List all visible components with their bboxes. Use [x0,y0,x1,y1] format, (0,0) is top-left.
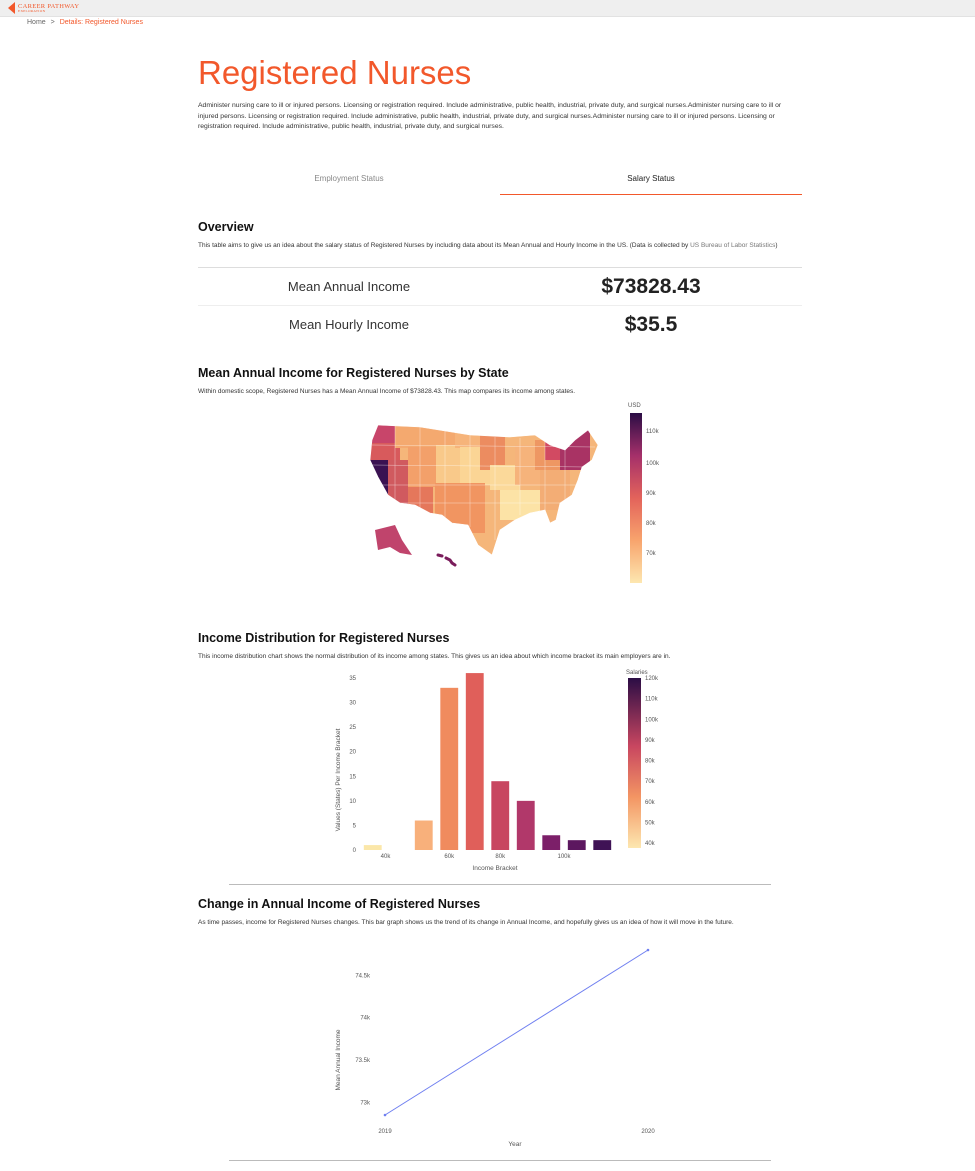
line-x-tick: 2020 [641,1129,655,1135]
dist-colorbar-tick: 100k [645,717,659,723]
income-point[interactable] [383,1113,387,1117]
breadcrumb-home-link[interactable]: Home [27,19,46,26]
contiguous-states [370,425,598,555]
logo-text-bottom: EXPLORATION [18,8,46,13]
dist-x-tick: 80k [495,854,506,860]
distribution-description: This income distribution chart shows the… [198,653,671,660]
income-point[interactable] [646,948,650,952]
dist-colorbar-title: Salaries [626,670,648,676]
annual-income-change-chart[interactable]: Mean Annual Income Year 73k 73.5k 74k 74.5k… [330,940,670,1155]
distribution-heading: Income Distribution for Registered Nurse… [198,631,450,645]
line-y-tick: 73k [360,1100,371,1106]
mean-annual-income-label: Mean Annual Income [287,279,411,294]
line-y-tick: 74k [360,1016,371,1022]
mean-hourly-income-value: $35.5 [624,312,678,336]
dist-y-tick: 15 [349,774,356,780]
income-line[interactable] [384,949,649,1116]
income-distribution-chart[interactable]: Values (States) Per Income Bracket Incom… [330,670,670,875]
dist-y-tick: 0 [353,848,357,854]
overview-text-main: This table aims to give us an idea about… [198,242,691,249]
breadcrumb: Home > Details: Registered Nurses [27,19,143,26]
map-colorbar-title: USD [628,403,641,409]
dist-colorbar-tick: 50k [645,820,656,826]
change-heading: Change in Annual Income of Registered Nu… [198,897,481,911]
top-bar: CAREER PATHWAY EXPLORATION [0,0,975,17]
line-x-axis-title: Year [508,1141,522,1148]
change-description: As time passes, income for Registered Nu… [198,919,734,926]
career-pathway-logo[interactable]: CAREER PATHWAY EXPLORATION [8,2,79,14]
mean-hourly-income-label: Mean Hourly Income [289,317,409,332]
line-x-tick: 2019 [378,1129,392,1135]
line-y-axis-title: Mean Annual Income [335,1029,342,1090]
dist-bar[interactable] [363,845,382,850]
dist-colorbar-tick: 110k [645,697,659,703]
dist-bar[interactable] [414,820,433,850]
status-tabs: Employment Status Salary Status [198,168,802,195]
dist-colorbar-tick: 70k [645,779,656,785]
dist-colorbar-tick: 60k [645,800,656,806]
tab-employment-status[interactable]: Employment Status [314,174,384,183]
map-colorbar-tick: 80k [646,521,657,527]
tab-salary-status[interactable]: Salary Status [500,168,802,195]
section-divider [229,884,771,885]
dist-bar[interactable] [465,673,484,850]
dist-bar[interactable] [440,687,459,850]
map-colorbar [630,413,642,583]
dist-x-tick: 60k [444,854,455,860]
table-row: Mean Annual Income $73828.43 [198,268,802,306]
dist-colorbar [628,678,641,848]
income-stats-table: Mean Annual Income $73828.43 Mean Hourly… [198,267,802,343]
map-description: Within domestic scope, Registered Nurses… [198,388,576,395]
dist-x-axis-title: Income Bracket [472,865,517,872]
dist-y-tick: 5 [353,823,357,829]
dist-bar[interactable] [593,840,612,850]
line-y-tick: 73.5k [355,1058,371,1064]
map-colorbar-tick: 90k [646,491,657,497]
dist-y-tick: 10 [349,799,356,805]
page-title: Registered Nurses [198,54,472,91]
dist-y-tick: 30 [349,701,356,707]
dist-colorbar-tick: 90k [645,738,656,744]
map-colorbar-tick: 70k [646,551,657,557]
hawaii-shape [436,553,457,567]
breadcrumb-separator: > [50,19,55,26]
dist-bar[interactable] [491,781,510,850]
alaska-shape [375,525,412,555]
dist-y-tick: 20 [349,750,356,756]
mean-annual-income-value: $73828.43 [601,274,701,298]
logo-mark-icon [8,2,15,14]
dist-y-tick: 35 [349,676,356,682]
logo-text-top: CAREER PATHWAY [18,2,80,10]
overview-text: This table aims to give us an idea about… [198,241,802,251]
dist-bar[interactable] [567,840,586,850]
dist-colorbar-tick: 80k [645,759,656,765]
us-income-map[interactable]: USD 110k 100k 90k 80k 70k [360,403,660,585]
dist-colorbar-tick: 120k [645,676,659,682]
dist-bar[interactable] [542,835,561,850]
overview-heading: Overview [198,220,254,234]
table-row: Mean Hourly Income $35.5 [198,306,802,343]
dist-y-tick: 25 [349,725,356,731]
bls-source-link[interactable]: US Bureau of Labor Statistics [690,242,776,249]
overview-text-end: ) [775,242,778,249]
map-heading: Mean Annual Income for Registered Nurses… [198,366,509,380]
page-description: Administer nursing care to ill or injure… [198,102,782,130]
breadcrumb-current[interactable]: Details: Registered Nurses [59,19,143,26]
dist-bar[interactable] [516,800,535,850]
section-divider [229,1160,771,1161]
map-colorbar-tick: 110k [646,429,660,435]
dist-x-tick: 100k [557,854,571,860]
line-y-tick: 74.5k [355,973,371,979]
dist-x-tick: 40k [381,854,392,860]
dist-colorbar-tick: 40k [645,841,656,847]
map-colorbar-tick: 100k [646,461,660,467]
dist-y-axis-title: Values (States) Per Income Bracket [335,728,342,831]
